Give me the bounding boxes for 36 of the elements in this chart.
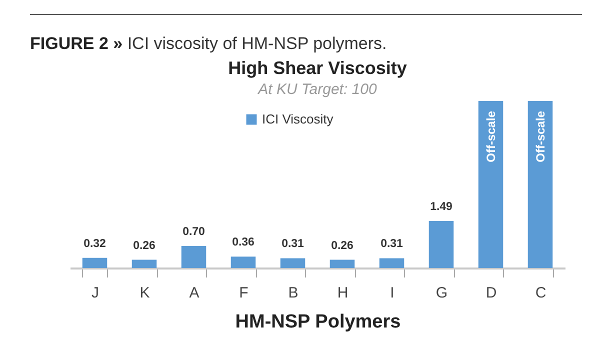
data-label: Off-scale (533, 110, 548, 162)
data-label: 0.26 (133, 240, 156, 252)
x-tick-label: J (92, 284, 99, 302)
text: ICI viscosity of HM-NSP polymers. (126, 34, 387, 53)
bar (280, 258, 306, 268)
x-tick-label: A (189, 284, 200, 302)
bar (478, 101, 504, 268)
bar (330, 260, 355, 268)
data-label: 0.70 (182, 226, 205, 238)
data-label: 0.31 (380, 238, 404, 250)
data-label: 0.32 (84, 238, 106, 250)
x-tick-label: B (288, 284, 298, 302)
bar (132, 260, 157, 268)
bar (230, 256, 256, 268)
x-tick-label: G (436, 284, 448, 302)
data-label: 0.26 (331, 240, 354, 252)
data-label: Off-scale (484, 110, 498, 162)
x-tick-label: K (140, 284, 150, 302)
bar (528, 101, 553, 268)
bar (181, 246, 206, 268)
x-axis-title: HM-NSP Polymers (235, 312, 401, 332)
data-label: 0.36 (232, 236, 254, 249)
chart-subtitle: At KU Target: 100 (257, 81, 378, 98)
bar (82, 258, 108, 268)
caption: FIGURE 2 » (30, 34, 123, 53)
x-tick-label: D (486, 284, 497, 302)
data-label: 1.49 (430, 201, 452, 214)
legend-label: ICI Viscosity (262, 112, 334, 126)
x-tick-label: H (337, 284, 348, 302)
data-label: 0.31 (282, 238, 305, 250)
x-tick-label: C (535, 284, 546, 302)
bar (428, 221, 454, 268)
chart-title: High Shear Viscosity (228, 58, 407, 78)
bar (379, 258, 404, 268)
x-tick-label: F (239, 284, 248, 302)
x-tick-label: I (390, 284, 394, 302)
